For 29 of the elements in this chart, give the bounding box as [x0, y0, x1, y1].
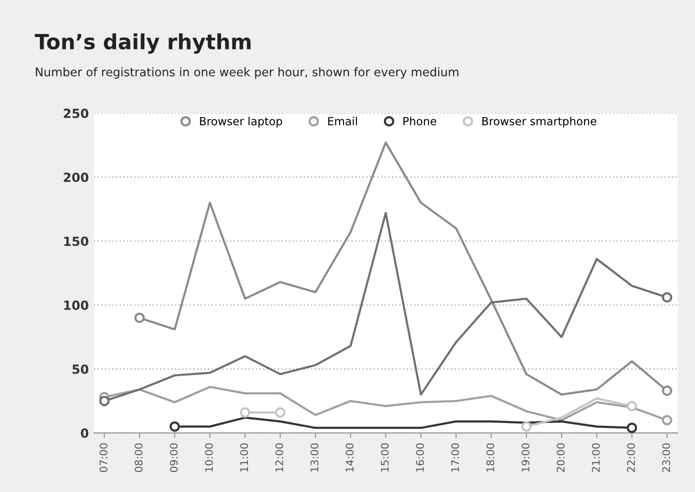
- y-tick-label: 100: [64, 300, 88, 310]
- x-tick-label: 11:00: [240, 443, 248, 472]
- legend-label: Email: [328, 116, 357, 126]
- y-tick-label: 150: [64, 236, 88, 246]
- legend-label: Phone: [403, 116, 436, 126]
- legend-label: Browser laptop: [200, 116, 282, 128]
- y-tick-label: 0: [80, 428, 88, 438]
- chart-subtitle: Number of registrations in one week per hour, shown for every medium: [36, 67, 458, 79]
- x-tick-label: 19:00: [522, 443, 530, 472]
- x-tick-label: 13:00: [310, 443, 318, 472]
- x-tick-label: 14:00: [346, 443, 354, 472]
- x-tick-label: 15:00: [380, 443, 389, 472]
- x-tick-label: 20:00: [556, 443, 565, 472]
- y-tick-label: 250: [64, 108, 88, 118]
- x-tick-label: 23:00: [662, 443, 670, 472]
- x-tick-label: 09:00: [170, 443, 178, 472]
- legend-label: Browser smartphone: [482, 116, 596, 128]
- x-tick-label: 12:00: [275, 443, 284, 472]
- x-tick-label: 17:00: [451, 443, 460, 472]
- x-tick-label: 10:00: [205, 443, 213, 472]
- y-tick-label: 50: [72, 364, 88, 374]
- chart-title: Ton’s daily rhythm: [34, 33, 251, 54]
- x-tick-label: 18:00: [486, 443, 494, 472]
- x-tick-label: 08:00: [134, 443, 143, 472]
- x-tick-label: 22:00: [627, 443, 635, 472]
- x-tick-label: 16:00: [416, 443, 424, 472]
- x-tick-label: 21:00: [592, 443, 600, 472]
- x-tick-label: 07:00: [100, 443, 108, 472]
- y-tick-label: 200: [64, 172, 88, 182]
